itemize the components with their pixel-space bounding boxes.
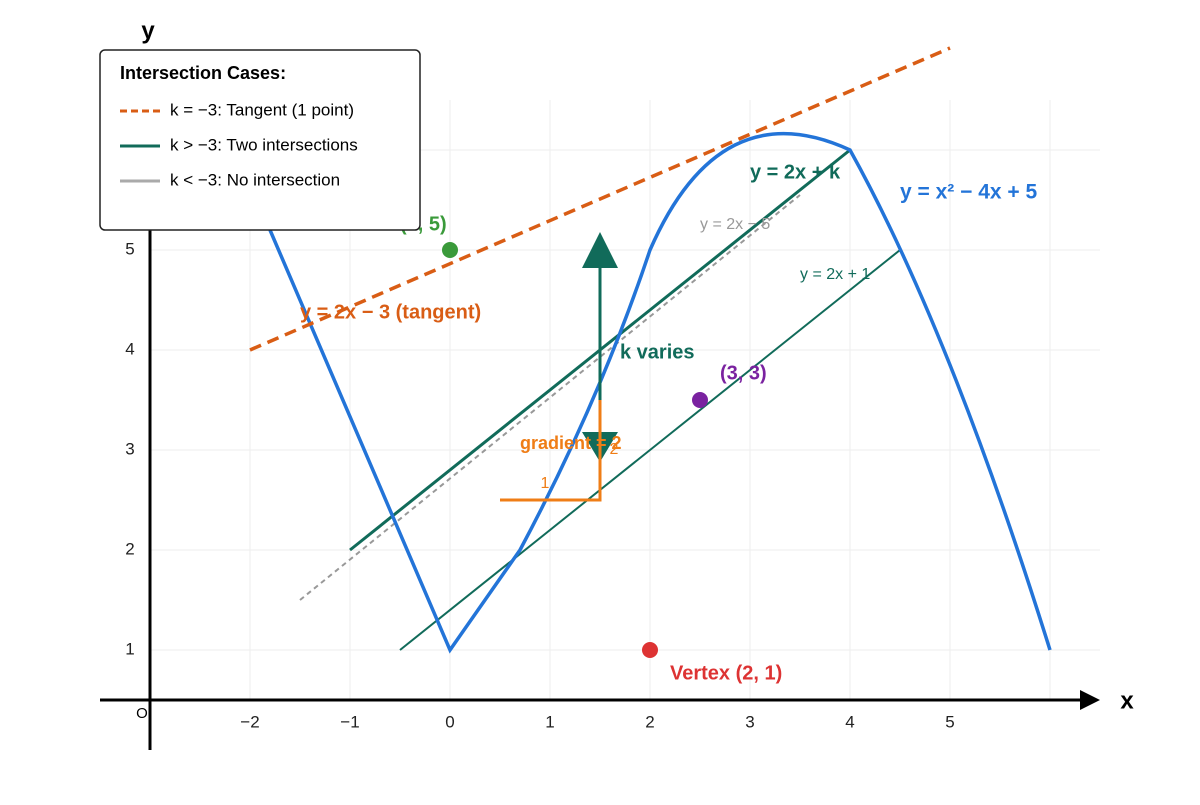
x-tick-label: 3 [745, 712, 754, 731]
origin-label: O [136, 705, 148, 722]
run-label: 1 [541, 475, 550, 492]
tangent-label: y = 2x − 3 (tangent) [300, 301, 481, 323]
y-tick-label: 5 [125, 239, 134, 258]
x-tick-label: 2 [645, 712, 654, 731]
gradient-triangle [500, 400, 602, 502]
x-arrow [1080, 690, 1100, 710]
x-tick-label: 1 [545, 712, 554, 731]
family-label: y = 2x + k [750, 161, 841, 183]
legend-item: k > −3: Two intersections [170, 135, 358, 154]
rise-label: 2 [610, 441, 619, 458]
no-intersection-label: y = 2x − 5 [700, 216, 770, 233]
y-tick-label: 1 [125, 639, 134, 658]
y-tick-label: 2 [125, 539, 134, 558]
x-tick-label: 5 [945, 712, 954, 731]
y-tick-label: 4 [125, 339, 134, 358]
point-a [442, 242, 458, 258]
x-tick-label: −1 [340, 712, 359, 731]
vertex-point [642, 642, 658, 658]
point-b [692, 392, 708, 408]
legend-item: k = −3: Tangent (1 point) [170, 100, 354, 119]
k-varies-label: k varies [620, 341, 695, 363]
x-label: x [1120, 687, 1134, 714]
legend-item: k < −3: No intersection [170, 170, 340, 189]
grid [150, 100, 1100, 700]
legend-title: Intersection Cases: [120, 63, 286, 83]
x-tick-label: −2 [240, 712, 259, 731]
gradient-label: gradient = 2 [520, 433, 622, 453]
tangent-line [249, 46, 951, 352]
y-label: y [141, 17, 155, 44]
x-tick-label: 0 [445, 712, 454, 731]
arrow-head-up [582, 232, 618, 268]
two-intersection-line [399, 249, 901, 651]
y-tick-label: 3 [125, 439, 134, 458]
point-b-label: (3, 3) [720, 362, 767, 384]
x-tick-label: 4 [845, 712, 854, 731]
tick-labels: −2 −1 0 1 2 3 4 5 1 2 3 4 5 [125, 239, 954, 731]
two-intersection-label: y = 2x + 1 [800, 266, 870, 283]
legend: Intersection Cases: k = −3: Tangent (1 p… [99, 49, 421, 231]
parabola [268, 131, 1052, 654]
legend-box [99, 49, 421, 231]
vertex-label: Vertex (2, 1) [670, 662, 782, 684]
parabola-label: y = x² − 4x + 5 [900, 181, 1038, 204]
